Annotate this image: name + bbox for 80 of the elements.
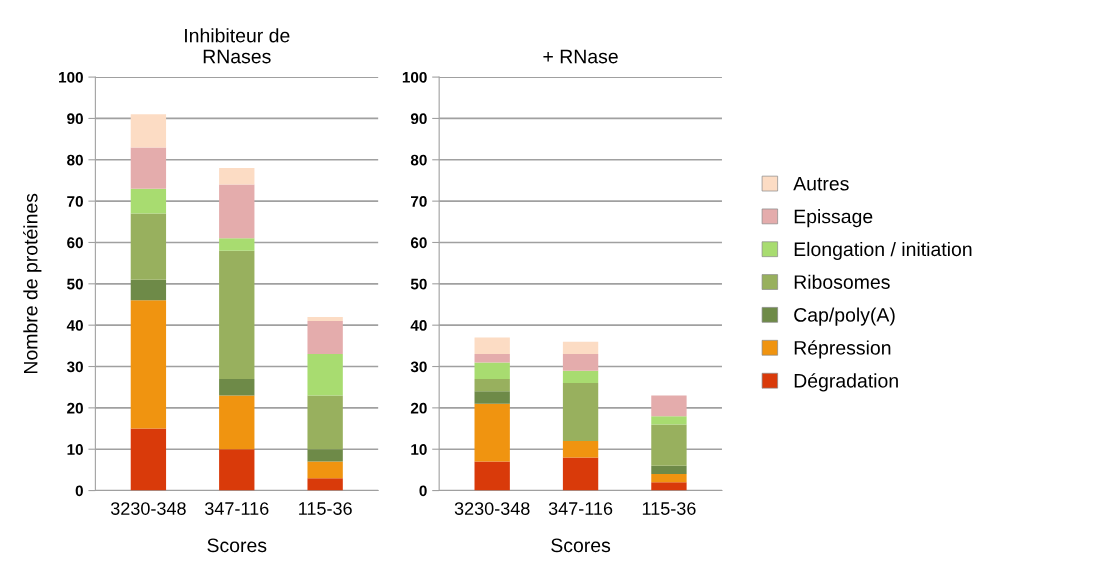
y-tick-label: 60 bbox=[410, 237, 427, 249]
y-tick-label: 30 bbox=[66, 361, 83, 373]
bar bbox=[651, 465, 687, 475]
bar bbox=[562, 341, 599, 355]
bar bbox=[130, 300, 167, 429]
y-tick-label: 80 bbox=[410, 154, 427, 166]
bar bbox=[562, 383, 599, 441]
y-tick-label: 30 bbox=[410, 361, 427, 373]
bar bbox=[474, 461, 510, 491]
bar bbox=[651, 395, 687, 417]
y-tick-label: 20 bbox=[410, 402, 427, 414]
y-axis-title: Nombre de protéines bbox=[23, 193, 42, 374]
y-tick-label: 0 bbox=[419, 485, 427, 497]
y-tick-label: 100 bbox=[59, 71, 83, 83]
bar bbox=[307, 316, 343, 322]
legend-label: Ribosomes bbox=[794, 274, 890, 289]
x-tick-label: 347-116 bbox=[548, 502, 613, 515]
bar bbox=[219, 184, 255, 239]
bar bbox=[474, 337, 510, 355]
legend-label: Répression bbox=[794, 340, 891, 359]
bar bbox=[130, 428, 167, 491]
legend-label: Epissage bbox=[794, 209, 873, 228]
bar bbox=[219, 395, 255, 450]
bar bbox=[130, 147, 167, 189]
x-axis-title: Scores bbox=[207, 538, 267, 553]
x-axis-title: Scores bbox=[551, 538, 611, 553]
chart-title: Inhibiteur de RNases bbox=[185, 28, 290, 64]
y-tick-label: 70 bbox=[411, 196, 427, 207]
y-tick-label: 80 bbox=[67, 154, 83, 166]
x-tick-label: 3230-348 bbox=[454, 502, 530, 515]
legend-label: Elongation / initiation bbox=[794, 241, 972, 260]
bar bbox=[474, 391, 510, 404]
y-tick-label: 0 bbox=[75, 485, 83, 497]
bar bbox=[307, 354, 343, 396]
bar bbox=[219, 168, 255, 185]
y-tick-label: 100 bbox=[402, 71, 427, 83]
x-tick-label: 3230-348 bbox=[110, 502, 186, 515]
bar bbox=[474, 354, 510, 363]
bar bbox=[307, 478, 343, 491]
legend-label: Autres bbox=[793, 176, 849, 191]
y-tick-label: 50 bbox=[410, 278, 427, 290]
y-tick-label: 40 bbox=[66, 320, 83, 331]
bar bbox=[562, 457, 599, 491]
y-tick-label: 70 bbox=[67, 196, 83, 207]
chart-title: + RNase bbox=[543, 49, 618, 64]
y-tick-label: 40 bbox=[410, 320, 427, 331]
bar bbox=[219, 250, 255, 379]
bar bbox=[474, 378, 510, 392]
y-tick-label: 20 bbox=[67, 402, 83, 414]
x-tick-label: 347-116 bbox=[205, 502, 269, 515]
bar bbox=[130, 114, 167, 148]
y-tick-label: 10 bbox=[67, 444, 83, 455]
bar bbox=[130, 213, 167, 280]
bar bbox=[562, 354, 599, 371]
y-tick-label: 90 bbox=[410, 113, 427, 125]
bar bbox=[130, 188, 167, 214]
bar bbox=[307, 321, 343, 355]
y-tick-label: 10 bbox=[411, 444, 427, 455]
bar bbox=[307, 449, 343, 462]
bar bbox=[562, 440, 599, 458]
bar bbox=[651, 474, 687, 483]
bar bbox=[307, 395, 343, 450]
x-tick-label: 115-36 bbox=[642, 502, 696, 515]
bar bbox=[474, 403, 510, 462]
bar bbox=[219, 238, 255, 251]
x-tick-label: 115-36 bbox=[299, 502, 352, 515]
y-tick-label: 90 bbox=[67, 113, 83, 125]
bar bbox=[562, 370, 599, 384]
bar bbox=[651, 424, 687, 466]
y-tick-label: 50 bbox=[67, 278, 83, 290]
y-tick-label: 60 bbox=[67, 237, 83, 249]
bar bbox=[219, 378, 255, 396]
legend-label: Dégradation bbox=[794, 373, 898, 392]
bar bbox=[219, 449, 255, 491]
bar bbox=[130, 279, 167, 301]
bar bbox=[307, 461, 343, 479]
bar bbox=[651, 416, 687, 425]
bar bbox=[474, 362, 510, 379]
legend-label: Cap/poly(A) bbox=[794, 307, 895, 326]
bar bbox=[651, 482, 687, 491]
